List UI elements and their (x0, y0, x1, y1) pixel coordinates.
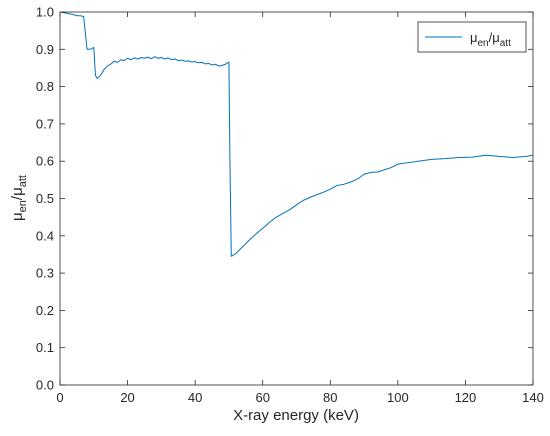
y-tick-label: 1.0 (36, 5, 54, 20)
x-tick-label: 20 (120, 390, 134, 405)
y-axis-label: μen/μatt (9, 175, 29, 221)
x-tick-label: 140 (522, 390, 544, 405)
x-tick-label: 0 (56, 390, 63, 405)
x-tick-label: 40 (188, 390, 202, 405)
y-tick-label: 0.8 (36, 79, 54, 94)
x-tick-label: 100 (387, 390, 409, 405)
x-tick-label: 60 (255, 390, 269, 405)
y-tick-label: 0.9 (36, 42, 54, 57)
y-tick-label: 0.6 (36, 154, 54, 169)
y-tick-label: 0.3 (36, 266, 54, 281)
x-tick-label: 120 (455, 390, 477, 405)
ticks-layer: 0 20 40 60 80 100 120 140 0.0 0.1 0.2 0.3 0.4 0.5 0.6 0… (36, 5, 544, 406)
y-tick-label: 0.4 (36, 228, 54, 243)
y-tick-label: 0.5 (36, 191, 54, 206)
legend-entry: μen/μatt (470, 30, 511, 49)
y-tick-label: 0.0 (36, 378, 54, 393)
series-layer (61, 11, 534, 257)
series-line (61, 11, 534, 257)
y-tick-label: 0.7 (36, 116, 54, 131)
y-tick-label: 0.2 (36, 303, 54, 318)
plot-area (60, 12, 533, 385)
plot-frame (59, 11, 534, 386)
x-axis-label: X-ray energy (keV) (233, 407, 359, 424)
legend: μen/μatt (417, 21, 527, 53)
y-tick-label: 0.1 (36, 340, 54, 355)
x-tick-label: 80 (323, 390, 337, 405)
